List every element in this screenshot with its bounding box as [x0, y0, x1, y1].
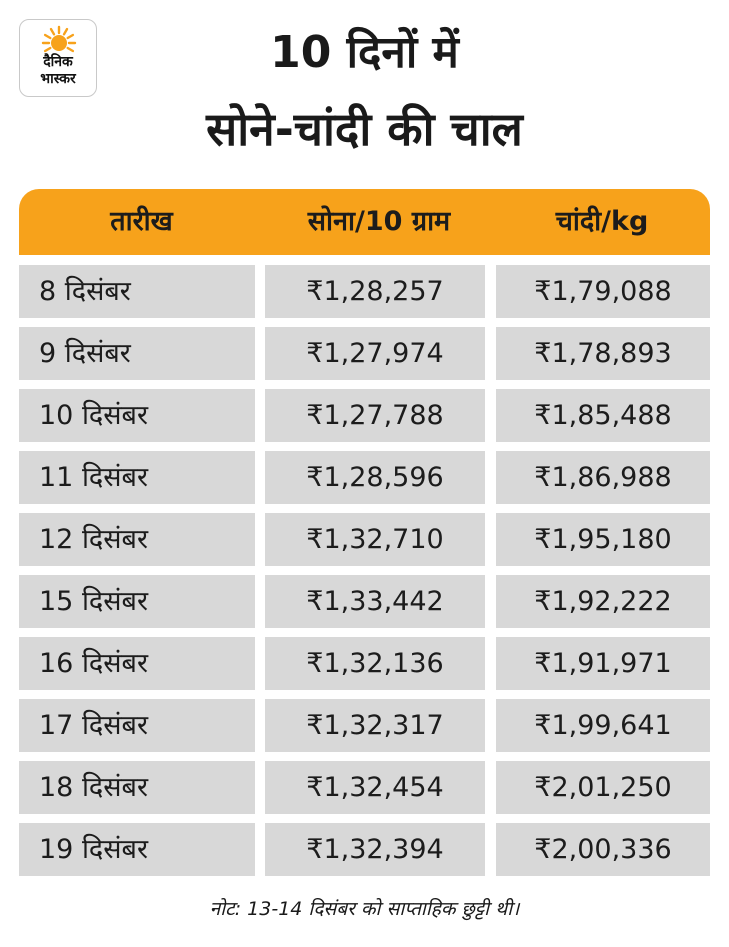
headline-line2: सोने-चांदी की चाल — [206, 102, 523, 156]
silver-price-cell: ₹1,92,222 — [496, 575, 710, 628]
silver-price-cell: ₹1,91,971 — [496, 637, 710, 690]
table-row: 10 दिसंबर ₹1,27,788 ₹1,85,488 — [19, 389, 710, 442]
date-cell: 8 दिसंबर — [19, 265, 255, 318]
date-cell: 9 दिसंबर — [19, 327, 255, 380]
table-row: 18 दिसंबर ₹1,32,454 ₹2,01,250 — [19, 761, 710, 814]
date-cell: 15 दिसंबर — [19, 575, 255, 628]
logo-text-line2: भास्कर — [40, 71, 76, 87]
silver-price-cell: ₹1,86,988 — [496, 451, 710, 504]
table-row: 11 दिसंबर ₹1,28,596 ₹1,86,988 — [19, 451, 710, 504]
headline-line1: 10 दिनों में — [270, 27, 459, 78]
date-cell: 12 दिसंबर — [19, 513, 255, 566]
date-cell: 17 दिसंबर — [19, 699, 255, 752]
logo-text-line1: दैनिक — [43, 54, 73, 70]
gold-price-cell: ₹1,32,454 — [265, 761, 485, 814]
gold-price-cell: ₹1,33,442 — [265, 575, 485, 628]
gold-price-cell: ₹1,32,317 — [265, 699, 485, 752]
date-cell: 11 दिसंबर — [19, 451, 255, 504]
gold-price-cell: ₹1,32,710 — [265, 513, 485, 566]
header-date: तारीख — [110, 206, 173, 237]
table-row: 8 दिसंबर ₹1,28,257 ₹1,79,088 — [19, 265, 710, 318]
gold-price-cell: ₹1,28,257 — [265, 265, 485, 318]
table-row: 15 दिसंबर ₹1,33,442 ₹1,92,222 — [19, 575, 710, 628]
silver-price-cell: ₹2,01,250 — [496, 761, 710, 814]
date-cell: 18 दिसंबर — [19, 761, 255, 814]
table-row: 12 दिसंबर ₹1,32,710 ₹1,95,180 — [19, 513, 710, 566]
gold-price-cell: ₹1,28,596 — [265, 451, 485, 504]
silver-price-cell: ₹2,00,336 — [496, 823, 710, 876]
table-row: 19 दिसंबर ₹1,32,394 ₹2,00,336 — [19, 823, 710, 876]
silver-price-cell: ₹1,85,488 — [496, 389, 710, 442]
gold-price-cell: ₹1,27,788 — [265, 389, 485, 442]
date-cell: 10 दिसंबर — [19, 389, 255, 442]
silver-price-cell: ₹1,95,180 — [496, 513, 710, 566]
date-cell: 16 दिसंबर — [19, 637, 255, 690]
header-silver: चांदी/kg — [555, 206, 649, 237]
silver-price-cell: ₹1,78,893 — [496, 327, 710, 380]
gold-price-cell: ₹1,32,136 — [265, 637, 485, 690]
table-row: 16 दिसंबर ₹1,32,136 ₹1,91,971 — [19, 637, 710, 690]
gold-price-cell: ₹1,32,394 — [265, 823, 485, 876]
dainik-bhaskar-logo: दैनिक भास्कर — [19, 19, 97, 97]
sun-icon — [41, 25, 77, 53]
footnote: नोट: 13-14 दिसंबर को साप्ताहिक छुट्टी थी… — [209, 898, 520, 920]
header-gold: सोना/10 ग्राम — [307, 206, 451, 237]
gold-price-cell: ₹1,27,974 — [265, 327, 485, 380]
silver-price-cell: ₹1,79,088 — [496, 265, 710, 318]
table-header: तारीख सोना/10 ग्राम चांदी/kg — [19, 189, 710, 255]
table-row: 9 दिसंबर ₹1,27,974 ₹1,78,893 — [19, 327, 710, 380]
silver-price-cell: ₹1,99,641 — [496, 699, 710, 752]
table-row: 17 दिसंबर ₹1,32,317 ₹1,99,641 — [19, 699, 710, 752]
date-cell: 19 दिसंबर — [19, 823, 255, 876]
